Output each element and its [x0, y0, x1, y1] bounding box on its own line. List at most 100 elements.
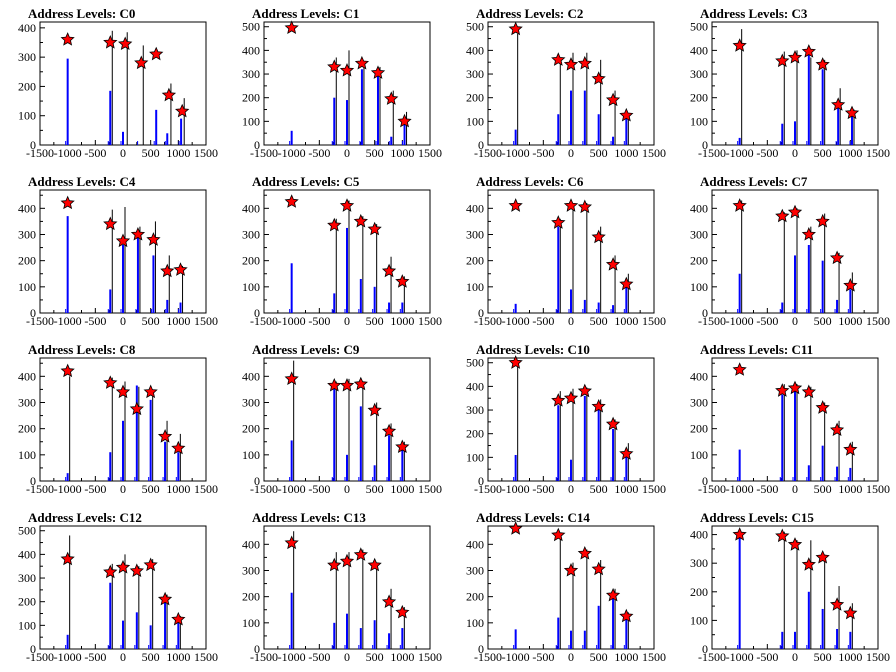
peak-marker [732, 38, 747, 52]
peak-marker [829, 597, 845, 611]
y-tick-label: 500 [18, 524, 36, 538]
y-tick-label: 400 [242, 369, 260, 383]
x-tick-label: 1500 [642, 650, 666, 664]
x-tick-label: 0 [120, 650, 126, 664]
peak-marker [619, 608, 634, 623]
x-tick-label: 1500 [866, 314, 890, 328]
x-tick-label: -1500 [250, 314, 278, 328]
peak-marker [354, 55, 370, 70]
x-tick-label: 1000 [390, 146, 414, 160]
panel-title: Address Levels: C15 [700, 510, 814, 525]
x-tick-label: -1500 [698, 314, 726, 328]
peak-marker [103, 34, 118, 49]
x-tick-label: -1000 [54, 650, 82, 664]
x-tick-label: -1000 [278, 482, 306, 496]
x-tick-label: -1500 [26, 314, 54, 328]
x-tick-label: 500 [590, 482, 608, 496]
peak-marker [175, 103, 190, 118]
peak-marker [831, 97, 846, 111]
peak-marker [118, 36, 133, 51]
panel-15: Address Levels: C15 0 100 200 300 400 -1500 -10… [690, 510, 890, 664]
x-tick-label: 500 [142, 650, 160, 664]
peak-marker [134, 55, 149, 70]
y-tick-label: 300 [18, 395, 36, 409]
x-tick-label: 500 [142, 482, 160, 496]
y-tick-label: 0 [254, 642, 260, 656]
peak-marker [801, 226, 816, 241]
x-tick-label: -1500 [698, 482, 726, 496]
x-tick-label: 500 [142, 314, 160, 328]
y-tick-label: 300 [242, 67, 260, 81]
panel-title: Address Levels: C0 [28, 6, 135, 21]
x-tick-label: 1000 [838, 146, 862, 160]
panel-title: Address Levels: C8 [28, 342, 136, 357]
y-tick-label: 200 [18, 422, 36, 436]
x-tick-label: 500 [590, 650, 608, 664]
panel-title: Address Levels: C4 [28, 174, 136, 189]
y-tick-label: 300 [18, 227, 36, 241]
x-tick-label: -500 [532, 314, 554, 328]
x-tick-label: 0 [120, 146, 126, 160]
x-tick-label: 1500 [194, 146, 218, 160]
peak-marker [815, 213, 830, 228]
peak-marker [605, 92, 621, 107]
peak-marker [732, 527, 747, 541]
y-tick-label: 100 [466, 616, 484, 630]
x-tick-label: 1500 [418, 146, 442, 160]
y-tick-label: 100 [466, 450, 484, 464]
x-tick-label: -1500 [474, 146, 502, 160]
y-tick-label: 0 [30, 642, 36, 656]
x-tick-label: 1500 [642, 314, 666, 328]
panel-title: Address Levels: C1 [252, 6, 359, 21]
panel-title: Address Levels: C7 [700, 174, 808, 189]
peak-marker [160, 263, 175, 278]
x-tick-label: -1500 [250, 146, 278, 160]
y-tick-label: 100 [242, 280, 260, 294]
peak-marker [619, 446, 634, 460]
peak-marker [115, 559, 131, 574]
x-tick-label: 1500 [866, 482, 890, 496]
peak-marker [339, 198, 355, 212]
x-tick-label: -1000 [502, 146, 530, 160]
peak-marker [339, 553, 355, 568]
panel-title: Address Levels: C9 [252, 342, 360, 357]
x-tick-label: 0 [792, 314, 798, 328]
peak-marker [103, 216, 118, 231]
y-tick-label: 0 [30, 306, 36, 320]
x-tick-label: -1500 [474, 650, 502, 664]
peak-marker [605, 416, 621, 431]
peak-marker [563, 57, 579, 71]
peak-marker [508, 198, 523, 212]
x-tick-label: 500 [142, 146, 160, 160]
y-tick-label: 300 [18, 571, 36, 585]
y-tick-label: 300 [466, 227, 484, 241]
y-tick-label: 300 [242, 563, 260, 577]
y-tick-label: 300 [242, 395, 260, 409]
peak-marker [381, 594, 397, 609]
peak-marker [619, 276, 634, 291]
y-tick-label: 400 [690, 369, 708, 383]
peak-marker [327, 377, 342, 392]
x-tick-label: -500 [308, 650, 330, 664]
peak-marker [787, 50, 803, 64]
peak-marker [173, 262, 188, 276]
peak-marker [284, 535, 299, 550]
panel-12: Address Levels: C12 0 100 200 300 400 500 -1500… [18, 510, 218, 664]
x-tick-label: -1000 [726, 482, 754, 496]
panel-2: Address Levels: C20100200300400500-1500-… [466, 6, 666, 160]
x-tick-label: -1500 [26, 482, 54, 496]
x-tick-label: 1000 [166, 650, 190, 664]
peak-marker [157, 591, 173, 606]
x-tick-label: 0 [120, 314, 126, 328]
plot-frame [487, 525, 655, 650]
x-tick-label: -1500 [26, 146, 54, 160]
y-tick-label: 200 [18, 595, 36, 609]
peak-marker [619, 107, 634, 122]
x-tick-label: -500 [756, 314, 778, 328]
peak-marker [577, 383, 592, 398]
peak-marker [60, 32, 75, 46]
x-tick-label: 0 [792, 146, 798, 160]
x-tick-label: 0 [568, 314, 574, 328]
peak-marker [327, 217, 342, 232]
y-tick-label: 200 [466, 254, 484, 268]
